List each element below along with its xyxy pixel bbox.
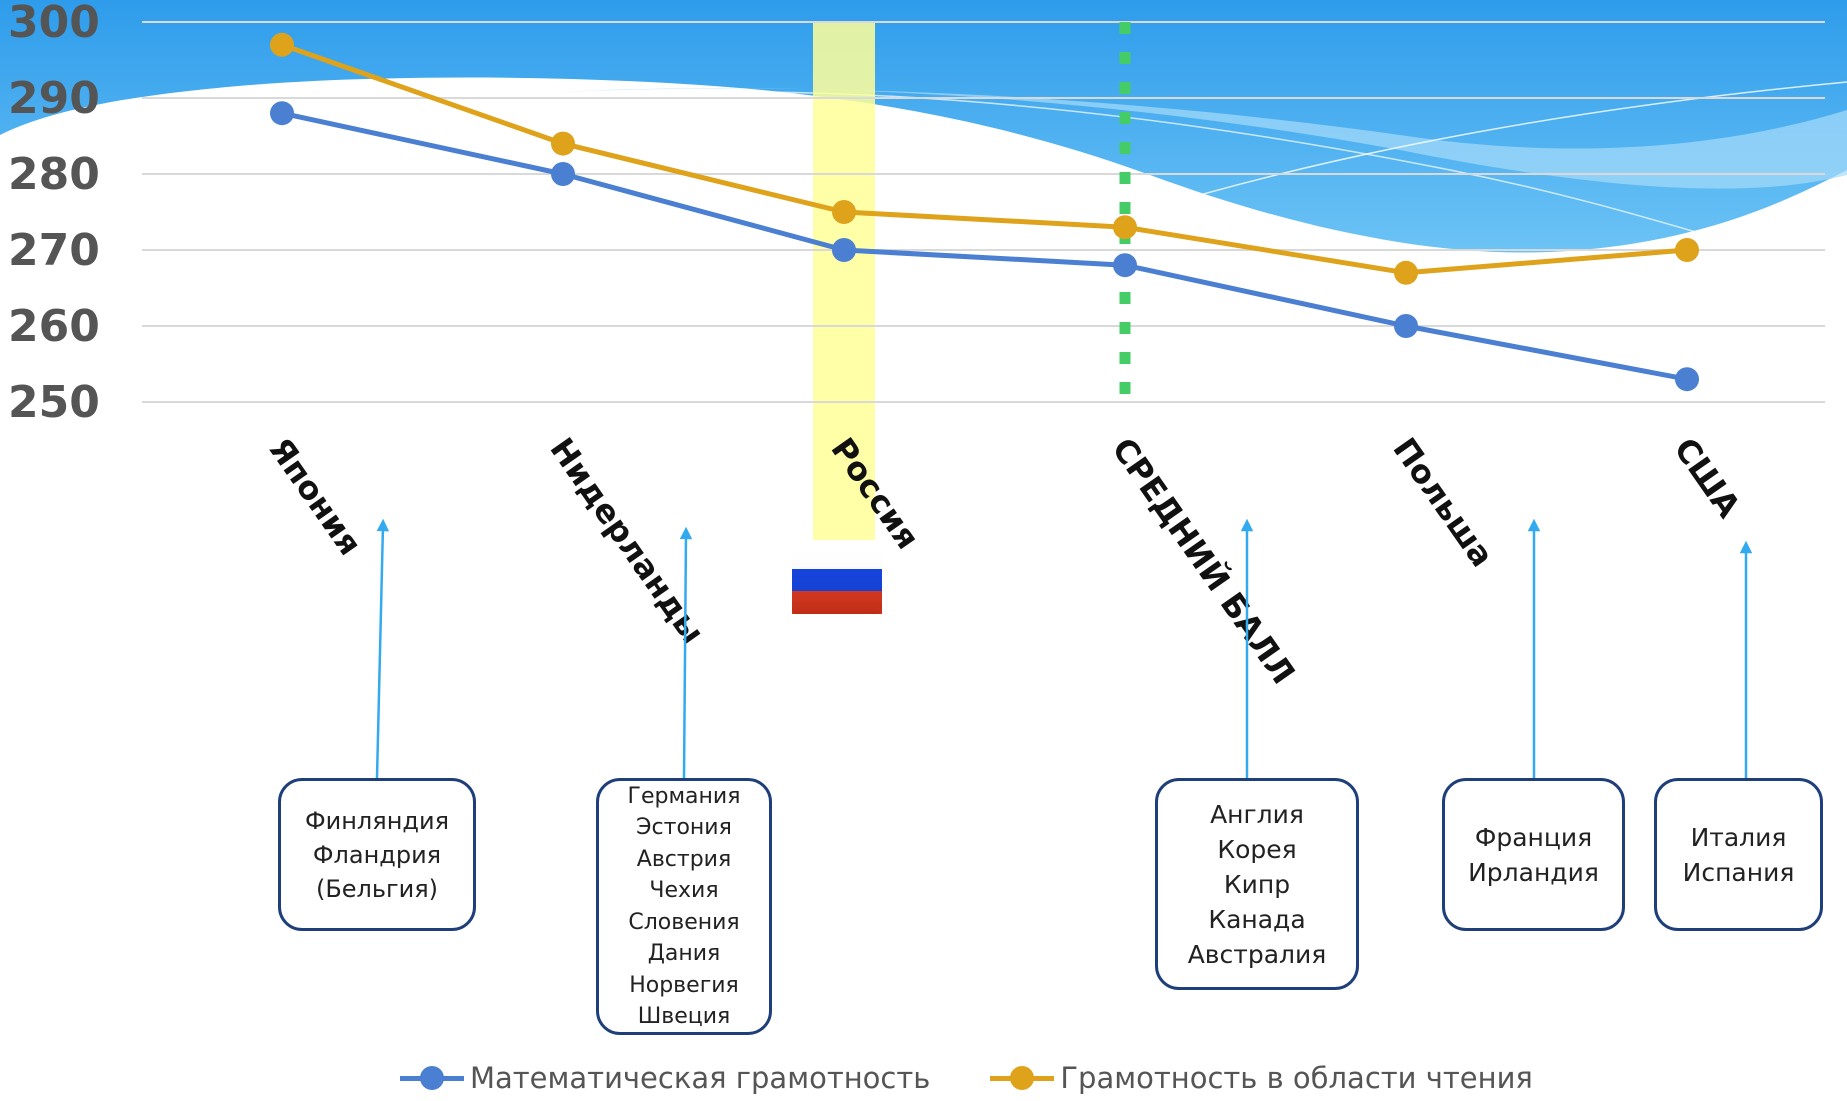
x-tick-label: США bbox=[1666, 431, 1748, 525]
chart-legend: Математическая грамотность Грамотность в… bbox=[400, 1060, 1593, 1096]
legend-marker-reading-icon bbox=[990, 1064, 1055, 1092]
country-label: Ирландия bbox=[1468, 857, 1599, 887]
x-axis-ticks: Япония Нидерланды Россия СРЕДНИЙ БАЛЛ Польша… bbox=[261, 431, 1748, 691]
gridlines bbox=[142, 21, 1825, 403]
country-label: Франция bbox=[1474, 822, 1593, 852]
y-tick-label: 290 bbox=[8, 73, 100, 124]
legend-marker-math-icon bbox=[400, 1064, 464, 1092]
country-label: Фландрия bbox=[312, 840, 442, 869]
country-label: Испания bbox=[1682, 857, 1795, 887]
country-label: (Бельгия) bbox=[315, 874, 439, 903]
country-label: Англия bbox=[1210, 799, 1304, 829]
x-tick-label: СРЕДНИЙ БАЛЛ bbox=[1104, 431, 1302, 691]
country-label: Германия bbox=[627, 783, 741, 809]
country-label: Дания bbox=[647, 941, 721, 966]
y-tick-label: 300 bbox=[8, 0, 100, 48]
annotation-box-poland: Франция Ирландия bbox=[1442, 778, 1625, 931]
russia-flag-icon bbox=[792, 546, 882, 614]
data-point bbox=[551, 131, 575, 156]
country-label: Австрия bbox=[636, 846, 732, 872]
country-label: Финляндия bbox=[304, 806, 450, 835]
country-label: Австралия bbox=[1187, 939, 1327, 969]
data-point bbox=[1113, 215, 1137, 240]
legend-label-reading: Грамотность в области чтения bbox=[1060, 1061, 1533, 1095]
data-point bbox=[1113, 253, 1137, 278]
data-point bbox=[1675, 238, 1699, 262]
y-tick-label: 280 bbox=[8, 149, 100, 200]
data-point bbox=[1394, 314, 1418, 338]
data-point bbox=[551, 162, 575, 186]
y-axis-ticks: 300 290 280 270 260 250 bbox=[8, 0, 100, 428]
country-label: Норвегия bbox=[629, 972, 739, 998]
country-label: Швеция bbox=[637, 1004, 731, 1029]
y-tick-label: 270 bbox=[8, 225, 100, 276]
country-label: Канада bbox=[1208, 904, 1306, 934]
data-point bbox=[832, 238, 856, 262]
russia-highlight-band bbox=[813, 22, 875, 540]
series-line-1 bbox=[281, 42, 1688, 276]
y-tick-label: 250 bbox=[8, 377, 100, 428]
country-label: Словения bbox=[628, 909, 740, 935]
annotation-arrow bbox=[375, 518, 390, 779]
x-tick-label: Япония bbox=[261, 431, 369, 562]
annotation-arrows bbox=[375, 518, 1753, 779]
country-label: Чехия bbox=[649, 878, 719, 903]
annotation-arrow bbox=[679, 526, 693, 779]
annotation-box-average: Англия Корея Кипр Канада Австралия bbox=[1155, 778, 1359, 990]
annotation-box-netherlands: Германия Эстония Австрия Чехия Словения … bbox=[596, 778, 772, 1035]
series-group bbox=[270, 32, 1699, 392]
legend-label-math: Математическая грамотность bbox=[470, 1061, 931, 1095]
country-label: Италия bbox=[1690, 822, 1787, 852]
annotation-box-usa: Италия Испания bbox=[1654, 778, 1823, 931]
y-tick-label: 260 bbox=[8, 301, 100, 352]
annotation-box-japan: Финляндия Фландрия (Бельгия) bbox=[278, 778, 476, 931]
series-line-0 bbox=[281, 110, 1688, 382]
x-tick-label: Польша bbox=[1385, 431, 1501, 574]
country-label: Кипр bbox=[1223, 869, 1291, 899]
legend-item-reading: Грамотность в области чтения bbox=[990, 1061, 1533, 1095]
data-point bbox=[1394, 260, 1418, 285]
country-label: Эстония bbox=[636, 815, 732, 840]
data-point bbox=[1675, 367, 1699, 392]
country-label: Корея bbox=[1217, 834, 1297, 864]
data-point bbox=[270, 101, 294, 126]
data-point bbox=[270, 32, 294, 57]
legend-item-math: Математическая грамотность bbox=[400, 1061, 930, 1095]
data-point bbox=[832, 200, 856, 224]
